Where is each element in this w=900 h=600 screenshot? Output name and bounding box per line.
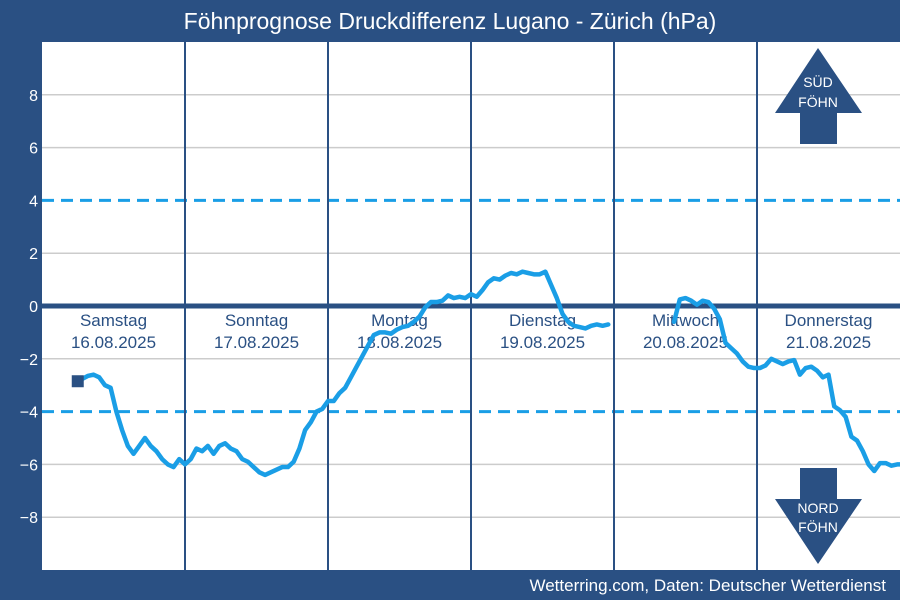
day-name-label: Sonntag	[225, 311, 288, 330]
series-group	[71, 269, 900, 478]
north-arrow-line1: NORD	[797, 500, 838, 516]
day-name-label: Dienstag	[509, 311, 576, 330]
chart-title: Föhnprognose Druckdifferenz Lugano - Zür…	[183, 8, 717, 34]
y-tick-label: 8	[29, 88, 38, 105]
day-date-label: 19.08.2025	[500, 333, 585, 352]
day-date-label: 21.08.2025	[786, 333, 871, 352]
south-arrow-line2: FÖHN	[798, 93, 838, 110]
y-tick-labels: 8 6 4 2 0 −2 −4 −6 −8	[20, 88, 38, 527]
north-arrow-line2: FÖHN	[798, 518, 838, 535]
start-marker	[71, 375, 84, 388]
y-tick-label: −4	[20, 405, 38, 422]
south-arrow-line1: SÜD	[803, 73, 833, 90]
day-name-label: Mittwoch	[652, 311, 719, 330]
y-tick-label: −8	[20, 510, 38, 527]
data-credit: Wetterring.com, Daten: Deutscher Wetterd…	[529, 576, 886, 595]
day-name-label: Samstag	[80, 311, 147, 330]
day-date-label: 18.08.2025	[357, 333, 442, 352]
series-line	[671, 295, 900, 474]
arrow-up-icon	[775, 48, 862, 144]
series-line	[75, 269, 611, 478]
arrow-down-icon	[775, 468, 862, 564]
y-tick-label: 6	[29, 141, 38, 158]
day-name-label: Montag	[371, 311, 428, 330]
day-name-label: Donnerstag	[785, 311, 873, 330]
day-date-label: 16.08.2025	[71, 333, 156, 352]
y-tick-label: −2	[20, 352, 38, 369]
day-date-label: 17.08.2025	[214, 333, 299, 352]
y-tick-label: 2	[29, 246, 38, 263]
day-labels: Samstag 16.08.2025 Sonntag 17.08.2025 Montag…	[71, 311, 872, 352]
y-tick-label: 4	[29, 193, 38, 210]
y-tick-label: −6	[20, 457, 38, 474]
day-date-label: 20.08.2025	[643, 333, 728, 352]
y-tick-label: 0	[29, 299, 38, 316]
